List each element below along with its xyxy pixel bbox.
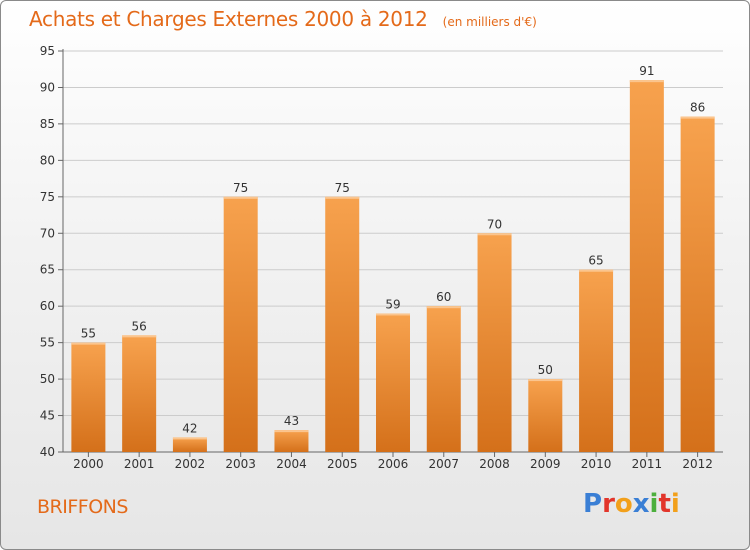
data-label: 75 [233,181,248,195]
y-tick-label: 60 [40,299,55,313]
data-label: 60 [436,290,451,304]
bar-highlight [325,196,360,199]
x-tick-label: 2005 [327,457,358,471]
data-label: 43 [284,414,299,428]
x-tick-label: 2004 [276,457,307,471]
title-row: Achats et Charges Externes 2000 à 2012 (… [29,7,537,31]
y-tick-label: 40 [40,445,55,459]
y-tick-label: 65 [40,263,55,277]
bar-highlight [71,342,106,345]
logo-letter: i [670,489,680,519]
bar-highlight [426,306,461,309]
logo-letter: t [658,489,671,519]
bar-highlight [376,313,410,316]
y-tick-label: 70 [40,226,55,240]
bar [122,335,157,452]
x-tick-label: 2009 [530,457,561,471]
bar-highlight [274,430,309,433]
data-label: 50 [538,363,553,377]
y-tick-label: 45 [40,409,55,423]
x-tick-label: 2012 [682,457,713,471]
x-tick-label: 2003 [225,457,256,471]
bar-highlight [477,233,512,236]
bar [172,437,207,452]
logo-letter: x [632,489,650,519]
y-tick-label: 95 [40,44,55,58]
bar-highlight [172,437,207,440]
data-label: 65 [588,254,603,268]
chart-subtitle: (en milliers d'€) [442,15,537,29]
data-label: 55 [81,327,96,341]
x-tick-label: 2007 [428,457,459,471]
bar [223,196,258,452]
y-tick-label: 50 [40,372,55,386]
bar-highlight [579,269,614,272]
bar-highlight [528,379,563,382]
data-label: 70 [487,217,502,231]
chart-title: Achats et Charges Externes 2000 à 2012 [29,7,428,31]
data-label: 42 [182,421,197,435]
x-tick-label: 2006 [378,457,409,471]
x-tick-label: 2010 [581,457,612,471]
logo-letter: P [583,489,603,519]
bar [376,313,410,452]
x-tick-label: 2000 [73,457,104,471]
y-tick-label: 85 [40,117,55,131]
bar-highlight [223,196,258,199]
bar-highlight [122,335,157,338]
data-label: 59 [385,297,400,311]
bar [680,116,715,453]
y-tick-label: 80 [40,153,55,167]
bar-highlight [680,116,715,119]
y-tick-label: 75 [40,190,55,204]
bar [629,80,664,452]
data-label: 91 [639,64,654,78]
x-tick-label: 2001 [124,457,155,471]
x-tick-label: 2011 [632,457,663,471]
logo-letter: r [602,489,615,519]
y-tick-label: 90 [40,80,55,94]
bar [579,269,614,452]
bar [477,233,512,452]
proxiti-logo: Proxiti [583,489,680,519]
bar [426,306,461,452]
bar [274,430,309,452]
data-label: 75 [335,181,350,195]
bar [325,196,360,452]
x-tick-label: 2002 [175,457,206,471]
logo-letter: o [614,489,633,519]
y-tick-label: 55 [40,336,55,350]
logo-letter: i [649,489,659,519]
data-label: 86 [690,101,705,115]
data-label: 56 [132,319,147,333]
bar-highlight [629,80,664,83]
x-tick-label: 2008 [479,457,510,471]
bar [528,379,563,452]
commune-name: BRIFFONS [37,496,128,518]
bar [71,342,106,452]
